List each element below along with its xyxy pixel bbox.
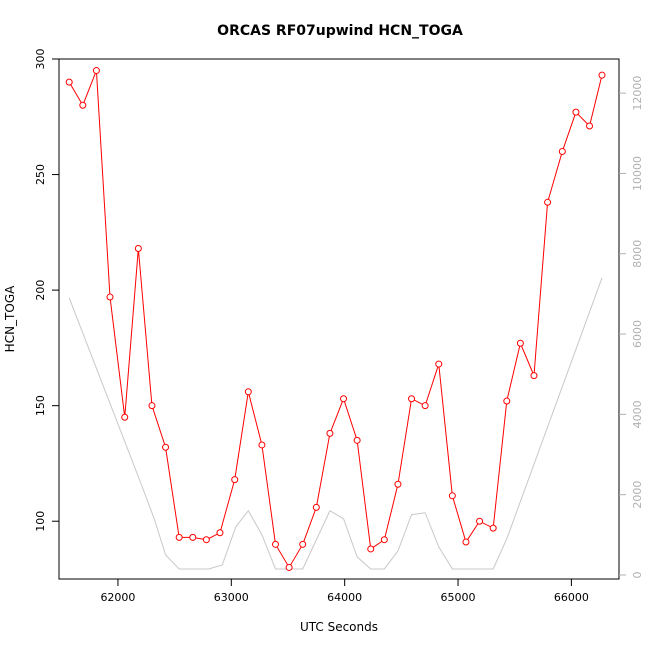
chart-title: ORCAS RF07upwind HCN_TOGA bbox=[217, 23, 463, 39]
hcn-data-point bbox=[544, 198, 552, 206]
hcn-data-point bbox=[258, 441, 266, 449]
hcn-data-point bbox=[272, 540, 280, 548]
plot-frame bbox=[58, 58, 620, 580]
hcn-data-point bbox=[231, 476, 239, 484]
y-tick-label: 150 bbox=[34, 395, 47, 416]
hcn-data-point bbox=[516, 339, 524, 347]
hcn-data-point bbox=[92, 67, 100, 75]
secondary-series-line bbox=[68, 277, 603, 570]
x-tick-label: 66000 bbox=[554, 591, 589, 604]
hcn-data-point bbox=[79, 101, 87, 109]
hcn-data-point bbox=[367, 545, 375, 553]
hcn-data-point bbox=[244, 388, 252, 396]
hcn-data-point bbox=[65, 78, 73, 86]
y2-tick-label: 10000 bbox=[631, 156, 644, 191]
x-tick-label: 64000 bbox=[327, 591, 362, 604]
y2-tick-label: 4000 bbox=[631, 400, 644, 428]
y2-tick-label: 6000 bbox=[631, 320, 644, 348]
hcn-data-point bbox=[380, 536, 388, 544]
y-axis-left: 100 150 200 250 300 bbox=[34, 49, 59, 532]
x-tick-label: 62000 bbox=[100, 591, 135, 604]
x-tick-label: 63000 bbox=[214, 591, 249, 604]
y-tick-label: 250 bbox=[34, 164, 47, 185]
y-axis-right: 0 2000 4000 6000 8000 10000 12000 bbox=[619, 76, 644, 578]
hcn-data-point bbox=[408, 395, 416, 403]
hcn-data-point bbox=[202, 536, 210, 544]
y2-tick-label: 0 bbox=[631, 571, 644, 578]
hcn-data-point bbox=[285, 563, 293, 571]
x-axis: 62000 63000 64000 65000 66000 bbox=[100, 579, 589, 604]
y-tick-label: 100 bbox=[34, 511, 47, 532]
hcn-data-point bbox=[503, 397, 511, 405]
hcn-data-point bbox=[216, 529, 224, 537]
hcn-data-point bbox=[326, 429, 334, 437]
y-axis-label: HCN_TOGA bbox=[3, 285, 17, 352]
hcn-data-point bbox=[462, 538, 470, 546]
x-axis-label: UTC Seconds bbox=[300, 620, 378, 634]
hcn-data-point bbox=[598, 71, 606, 79]
hcn-data-point bbox=[586, 122, 594, 130]
y-tick-label: 200 bbox=[34, 280, 47, 301]
series-layer bbox=[65, 67, 606, 571]
hcn-data-point bbox=[489, 524, 497, 532]
hcn-data-point bbox=[121, 413, 129, 421]
hcn-data-point bbox=[162, 443, 170, 451]
hcn-data-point bbox=[530, 372, 538, 380]
y-tick-label: 300 bbox=[34, 49, 47, 70]
hcn-data-point bbox=[106, 293, 114, 301]
y2-tick-label: 12000 bbox=[631, 76, 644, 111]
y2-tick-label: 8000 bbox=[631, 240, 644, 268]
hcn-data-point bbox=[148, 402, 156, 410]
hcn-data-point bbox=[134, 245, 142, 253]
hcn-data-point bbox=[394, 480, 402, 488]
hcn-series-line bbox=[68, 70, 603, 569]
y2-tick-label: 2000 bbox=[631, 481, 644, 509]
hcn-data-point bbox=[572, 108, 580, 116]
hcn-data-point bbox=[558, 147, 566, 155]
hcn-data-point bbox=[189, 533, 197, 541]
hcn-data-point bbox=[299, 540, 307, 548]
hcn-data-point bbox=[340, 395, 348, 403]
hcn-data-point bbox=[476, 517, 484, 525]
hcn-data-point bbox=[435, 360, 443, 368]
hcn-data-point bbox=[421, 402, 429, 410]
hcn-data-point bbox=[448, 492, 456, 500]
hcn-data-point bbox=[312, 503, 320, 511]
x-tick-label: 65000 bbox=[441, 591, 476, 604]
hcn-data-point bbox=[353, 436, 361, 444]
hcn-data-point bbox=[175, 533, 183, 541]
